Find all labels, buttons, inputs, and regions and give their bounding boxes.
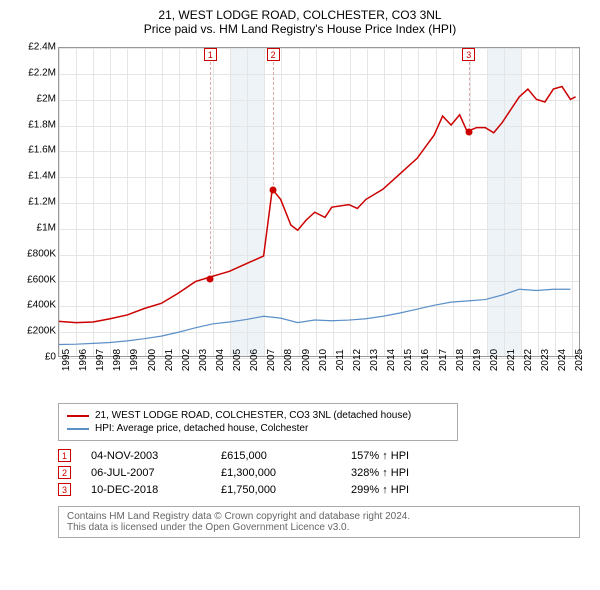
x-axis-label: 2005: [232, 349, 243, 371]
chart-marker-icon: 2: [267, 48, 280, 61]
x-axis-label: 2019: [472, 349, 483, 371]
x-axis-label: 2020: [489, 349, 500, 371]
legend-swatch: [67, 428, 89, 430]
title-address: 21, WEST LODGE ROAD, COLCHESTER, CO3 3NL: [10, 8, 590, 22]
x-axis-label: 2001: [164, 349, 175, 371]
sales-row: 2 06-JUL-2007 £1,300,000 328% ↑ HPI: [58, 466, 590, 479]
x-axis-label: 2024: [557, 349, 568, 371]
legend-row: 21, WEST LODGE ROAD, COLCHESTER, CO3 3NL…: [67, 410, 449, 421]
chart-area: 1 2 3 £0 £200K £400K £600K £800K £1M £1.2M £1.4M £…: [10, 42, 590, 397]
x-axis-label: 2010: [318, 349, 329, 371]
footer-attribution: Contains HM Land Registry data © Crown c…: [58, 506, 580, 538]
legend-label: 21, WEST LODGE ROAD, COLCHESTER, CO3 3NL…: [95, 410, 411, 421]
series-hpi: [59, 289, 570, 344]
sale-date: 10-DEC-2018: [91, 484, 221, 496]
x-axis-label: 1998: [112, 349, 123, 371]
y-axis-label: £2M: [37, 93, 56, 104]
x-axis-label: 2016: [420, 349, 431, 371]
y-axis-label: £800K: [27, 248, 56, 259]
x-axis-label: 2012: [352, 349, 363, 371]
x-axis-label: 2008: [283, 349, 294, 371]
line-svg: [59, 48, 579, 356]
x-axis-label: 2022: [523, 349, 534, 371]
x-axis-label: 2023: [540, 349, 551, 371]
sale-marker-icon: 2: [58, 466, 71, 479]
legend-swatch: [67, 415, 89, 417]
y-axis-label: £600K: [27, 274, 56, 285]
x-axis-label: 2021: [506, 349, 517, 371]
legend: 21, WEST LODGE ROAD, COLCHESTER, CO3 3NL…: [58, 403, 458, 441]
sale-marker-icon: 1: [58, 449, 71, 462]
legend-label: HPI: Average price, detached house, Colc…: [95, 423, 308, 434]
x-axis-label: 2018: [455, 349, 466, 371]
x-axis-label: 2007: [266, 349, 277, 371]
y-axis-label: £1.6M: [28, 145, 56, 156]
chart-container: 21, WEST LODGE ROAD, COLCHESTER, CO3 3NL…: [0, 0, 600, 546]
x-axis-label: 2013: [369, 349, 380, 371]
footer-line: This data is licensed under the Open Gov…: [67, 522, 571, 533]
sale-price: £1,750,000: [221, 484, 351, 496]
y-axis-label: £0: [45, 352, 56, 363]
x-axis-label: 1999: [129, 349, 140, 371]
chart-marker-dot: [207, 275, 214, 282]
y-axis-label: £1.8M: [28, 119, 56, 130]
chart-marker-dot: [270, 187, 277, 194]
y-axis-label: £400K: [27, 300, 56, 311]
sale-hpi: 157% ↑ HPI: [351, 450, 471, 462]
chart-marker-icon: 1: [204, 48, 217, 61]
title-subtitle: Price paid vs. HM Land Registry's House …: [10, 22, 590, 36]
x-axis-label: 2004: [215, 349, 226, 371]
chart-marker-icon: 3: [462, 48, 475, 61]
x-axis-label: 2015: [403, 349, 414, 371]
x-axis-label: 2000: [147, 349, 158, 371]
x-axis-label: 1997: [95, 349, 106, 371]
series-property: [59, 87, 576, 323]
x-axis-label: 2011: [335, 349, 346, 371]
y-axis-label: £1.4M: [28, 171, 56, 182]
y-axis-label: £1.2M: [28, 197, 56, 208]
legend-row: HPI: Average price, detached house, Colc…: [67, 423, 449, 434]
sale-hpi: 299% ↑ HPI: [351, 484, 471, 496]
x-axis-label: 2014: [386, 349, 397, 371]
sales-table: 1 04-NOV-2003 £615,000 157% ↑ HPI 2 06-J…: [58, 449, 590, 496]
y-axis-label: £200K: [27, 326, 56, 337]
title-block: 21, WEST LODGE ROAD, COLCHESTER, CO3 3NL…: [10, 8, 590, 36]
chart-marker-dot: [465, 128, 472, 135]
sale-hpi: 328% ↑ HPI: [351, 467, 471, 479]
y-axis-label: £2.4M: [28, 42, 56, 53]
sale-date: 06-JUL-2007: [91, 467, 221, 479]
x-axis-label: 2009: [301, 349, 312, 371]
plot-region: 1 2 3: [58, 47, 580, 357]
footer-line: Contains HM Land Registry data © Crown c…: [67, 511, 571, 522]
sale-price: £615,000: [221, 450, 351, 462]
sales-row: 1 04-NOV-2003 £615,000 157% ↑ HPI: [58, 449, 590, 462]
x-axis-label: 2006: [249, 349, 260, 371]
x-axis-label: 2002: [181, 349, 192, 371]
y-axis-label: £2.2M: [28, 67, 56, 78]
sale-date: 04-NOV-2003: [91, 450, 221, 462]
x-axis-label: 1996: [78, 349, 89, 371]
sales-row: 3 10-DEC-2018 £1,750,000 299% ↑ HPI: [58, 483, 590, 496]
x-axis-label: 2025: [574, 349, 585, 371]
x-axis-label: 2017: [438, 349, 449, 371]
x-axis-label: 1995: [61, 349, 72, 371]
sale-price: £1,300,000: [221, 467, 351, 479]
y-axis-label: £1M: [37, 222, 56, 233]
sale-marker-icon: 3: [58, 483, 71, 496]
x-axis-label: 2003: [198, 349, 209, 371]
